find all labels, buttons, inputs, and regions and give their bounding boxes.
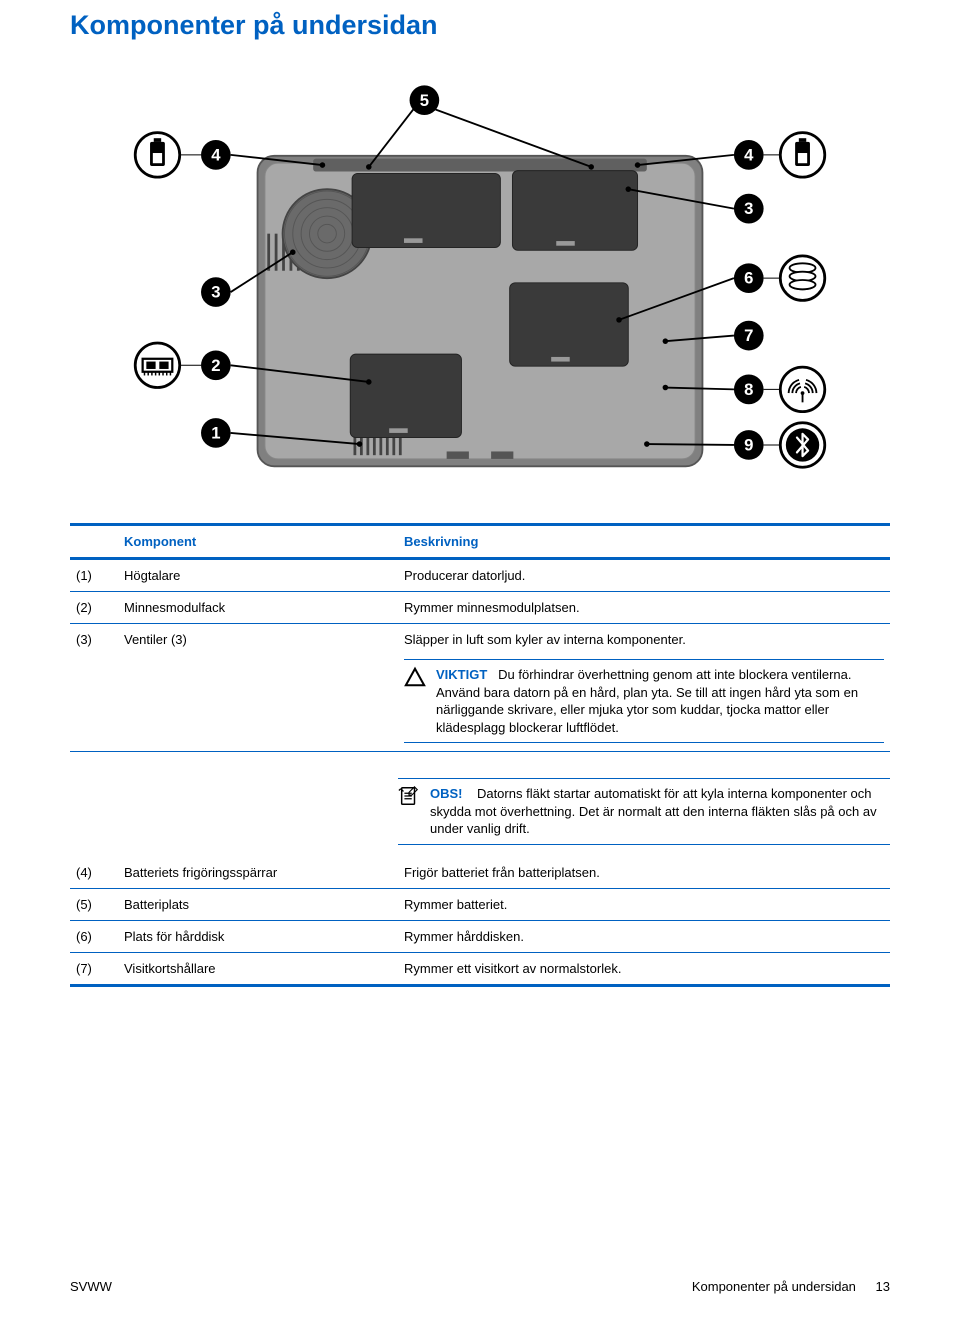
note-body: Datorns fläkt startar automatiskt för at… [430,786,877,836]
table-row: (7) Visitkortshållare Rymmer ett visitko… [70,952,890,985]
note-label: OBS! [430,786,463,801]
caution-body: Du förhindrar överhettning genom att int… [436,667,858,735]
row-desc-text: Släpper in luft som kyler av interna kom… [404,632,884,647]
page-footer: SVWW Komponenter på undersidan 13 [70,1279,890,1294]
row-desc: Rymmer ett visitkort av normalstorlek. [398,952,890,985]
row-name: Visitkortshållare [118,952,398,985]
row-name: Plats för hårddisk [118,920,398,952]
svg-text:4: 4 [211,145,221,164]
components-diagram: 5 4 3 2 1 4 3 6 7 8 9 [70,65,890,495]
row-num: (5) [70,888,118,920]
components-table: Komponent Beskrivning (1) Högtalare Prod… [70,523,890,987]
row-desc: Släpper in luft som kyler av interna kom… [398,624,890,752]
note-text: OBS! Datorns fläkt startar automatiskt f… [430,785,890,838]
footer-right: Komponenter på undersidan 13 [692,1279,890,1294]
row-name: Högtalare [118,559,398,592]
footer-left: SVWW [70,1279,112,1294]
row-num: (1) [70,559,118,592]
caution-box: VIKTIGT Du förhindrar överhettning genom… [404,659,884,743]
note-box: OBS! Datorns fläkt startar automatiskt f… [398,778,890,845]
row-name: Ventiler (3) [118,624,398,752]
caution-text: VIKTIGT Du förhindrar överhettning genom… [436,666,884,736]
table-header-component: Komponent [118,525,398,559]
table-header-description: Beskrivning [398,525,890,559]
row-num: (4) [70,857,118,889]
table-row: (2) Minnesmodulfack Rymmer minnesmodulpl… [70,592,890,624]
row-name: Minnesmodulfack [118,592,398,624]
row-num: (3) [70,624,118,752]
page-title: Komponenter på undersidan [70,10,890,41]
table-row: (6) Plats för hårddisk Rymmer hårddisken… [70,920,890,952]
row-desc: Frigör batteriet från batteriplatsen. [398,857,890,889]
svg-text:8: 8 [744,380,753,399]
row-desc: Rymmer batteriet. [398,888,890,920]
svg-text:6: 6 [744,269,753,288]
row-num: (6) [70,920,118,952]
svg-text:1: 1 [211,423,220,442]
table-row: (5) Batteriplats Rymmer batteriet. [70,888,890,920]
row-num: (7) [70,952,118,985]
row-name: Batteriplats [118,888,398,920]
svg-text:5: 5 [420,91,429,110]
caution-icon [404,666,426,736]
svg-text:2: 2 [211,356,220,375]
footer-page-number: 13 [876,1279,890,1294]
table-row: (1) Högtalare Producerar datorljud. [70,559,890,592]
row-name: Batteriets frigöringsspärrar [118,857,398,889]
row-num: (2) [70,592,118,624]
row-desc: Rymmer minnesmodulplatsen. [398,592,890,624]
row-desc: Rymmer hårddisken. [398,920,890,952]
footer-section-label: Komponenter på undersidan [692,1279,856,1294]
table-row: (3) Ventiler (3) Släpper in luft som kyl… [70,624,890,752]
svg-text:7: 7 [744,326,753,345]
svg-text:4: 4 [744,145,754,164]
caution-label: VIKTIGT [436,667,487,682]
row-desc: Producerar datorljud. [398,559,890,592]
svg-text:3: 3 [211,283,220,302]
table-row: OBS! Datorns fläkt startar automatiskt f… [70,752,890,857]
note-icon [398,785,420,838]
svg-text:3: 3 [744,199,753,218]
table-row: (4) Batteriets frigöringsspärrar Frigör … [70,857,890,889]
svg-text:9: 9 [744,436,753,455]
